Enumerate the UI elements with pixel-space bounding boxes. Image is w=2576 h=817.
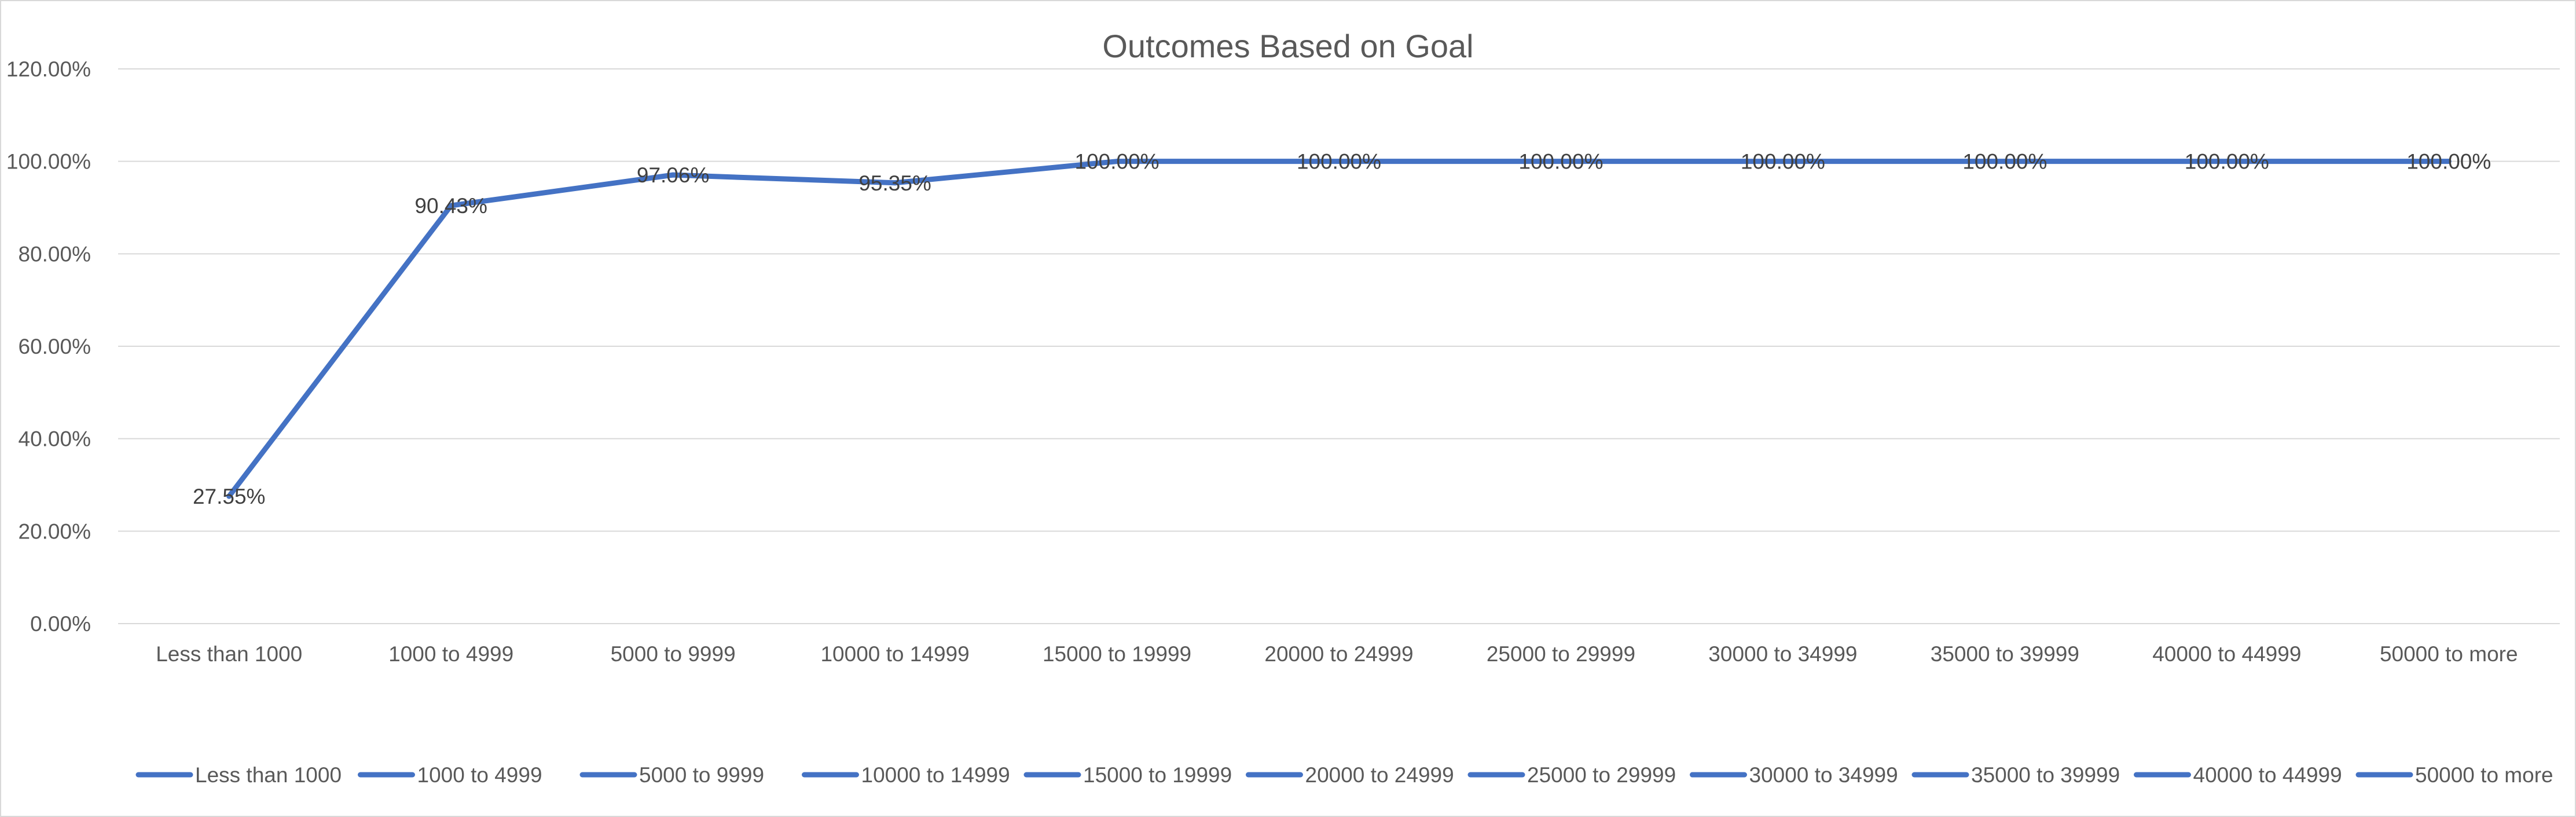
legend: Less than 1000 1000 to 4999 5000 to 9999 10… — [135, 763, 2553, 787]
data-label: 100.00% — [1518, 150, 1603, 174]
data-point — [1558, 159, 1564, 164]
x-tick-label: 25000 to 29999 — [1487, 642, 1635, 666]
data-label: 90.43% — [414, 194, 487, 218]
x-axis: Less than 1000 1000 to 4999 5000 to 9999 10… — [156, 642, 2518, 666]
data-label: 100.00% — [1962, 150, 2047, 174]
y-tick-label: 60.00% — [19, 335, 91, 358]
data-point — [670, 172, 676, 178]
legend-item: 15000 to 19999 — [1023, 763, 1232, 787]
legend-label: 40000 to 44999 — [2193, 763, 2342, 787]
legend-label: 50000 to more — [2415, 763, 2553, 787]
data-point — [448, 203, 454, 208]
x-tick-label: 1000 to 4999 — [388, 642, 513, 666]
legend-item: 10000 to 14999 — [802, 763, 1010, 787]
legend-item: 25000 to 29999 — [1467, 763, 1676, 787]
x-tick-label: 30000 to 34999 — [1708, 642, 1857, 666]
legend-item: 30000 to 34999 — [1690, 763, 1898, 787]
x-tick-label: 35000 to 39999 — [1931, 642, 2079, 666]
legend-label: 20000 to 24999 — [1305, 763, 1454, 787]
x-tick-label: 20000 to 24999 — [1264, 642, 1413, 666]
data-point — [226, 493, 232, 499]
data-point — [2002, 159, 2008, 164]
y-tick-label: 80.00% — [19, 242, 91, 266]
data-point — [1114, 159, 1120, 164]
data-point — [2446, 159, 2452, 164]
y-axis: 0.00% 20.00% 40.00% 60.00% 80.00% 100.00% 120.… — [6, 57, 91, 636]
x-tick-label: 10000 to 14999 — [820, 642, 969, 666]
data-label: 100.00% — [1075, 150, 1159, 174]
x-tick-label: 50000 to more — [2380, 642, 2518, 666]
x-tick-label: Less than 1000 — [156, 642, 302, 666]
data-point — [2224, 159, 2230, 164]
data-label: 95.35% — [858, 171, 931, 195]
legend-item: 5000 to 9999 — [579, 763, 764, 787]
y-tick-label: 40.00% — [19, 427, 91, 451]
data-labels: 27.55% 90.43% 97.06% 95.35% 100.00% 100.00% 10… — [193, 150, 2491, 508]
legend-item: 50000 to more — [2355, 763, 2553, 787]
data-label: 100.00% — [2406, 150, 2491, 174]
y-tick-label: 0.00% — [30, 612, 91, 636]
y-tick-label: 20.00% — [19, 519, 91, 543]
legend-item: Less than 1000 — [135, 763, 342, 787]
y-tick-label: 120.00% — [6, 57, 91, 81]
legend-label: Less than 1000 — [195, 763, 342, 787]
legend-label: 15000 to 19999 — [1083, 763, 1232, 787]
y-tick-label: 100.00% — [6, 150, 91, 174]
legend-label: 25000 to 29999 — [1527, 763, 1676, 787]
legend-label: 35000 to 39999 — [1971, 763, 2120, 787]
legend-item: 20000 to 24999 — [1246, 763, 1454, 787]
data-point — [1336, 159, 1342, 164]
data-label: 27.55% — [193, 485, 266, 508]
legend-label: 5000 to 9999 — [639, 763, 764, 787]
data-point — [1780, 159, 1786, 164]
legend-item: 35000 to 39999 — [1911, 763, 2120, 787]
legend-label: 30000 to 34999 — [1749, 763, 1898, 787]
legend-label: 10000 to 14999 — [861, 763, 1010, 787]
legend-label: 1000 to 4999 — [417, 763, 542, 787]
x-tick-label: 40000 to 44999 — [2152, 642, 2301, 666]
legend-item: 40000 to 44999 — [2134, 763, 2342, 787]
data-label: 97.06% — [637, 163, 710, 187]
legend-item: 1000 to 4999 — [358, 763, 542, 787]
data-label: 100.00% — [1297, 150, 1381, 174]
x-tick-label: 15000 to 19999 — [1043, 642, 1191, 666]
data-label: 100.00% — [2185, 150, 2269, 174]
data-point — [892, 180, 898, 186]
chart-title: Outcomes Based on Goal — [1102, 28, 1473, 64]
x-tick-label: 5000 to 9999 — [611, 642, 736, 666]
series-line — [226, 159, 2452, 499]
series-layer — [226, 159, 2452, 499]
data-label: 100.00% — [1741, 150, 1825, 174]
